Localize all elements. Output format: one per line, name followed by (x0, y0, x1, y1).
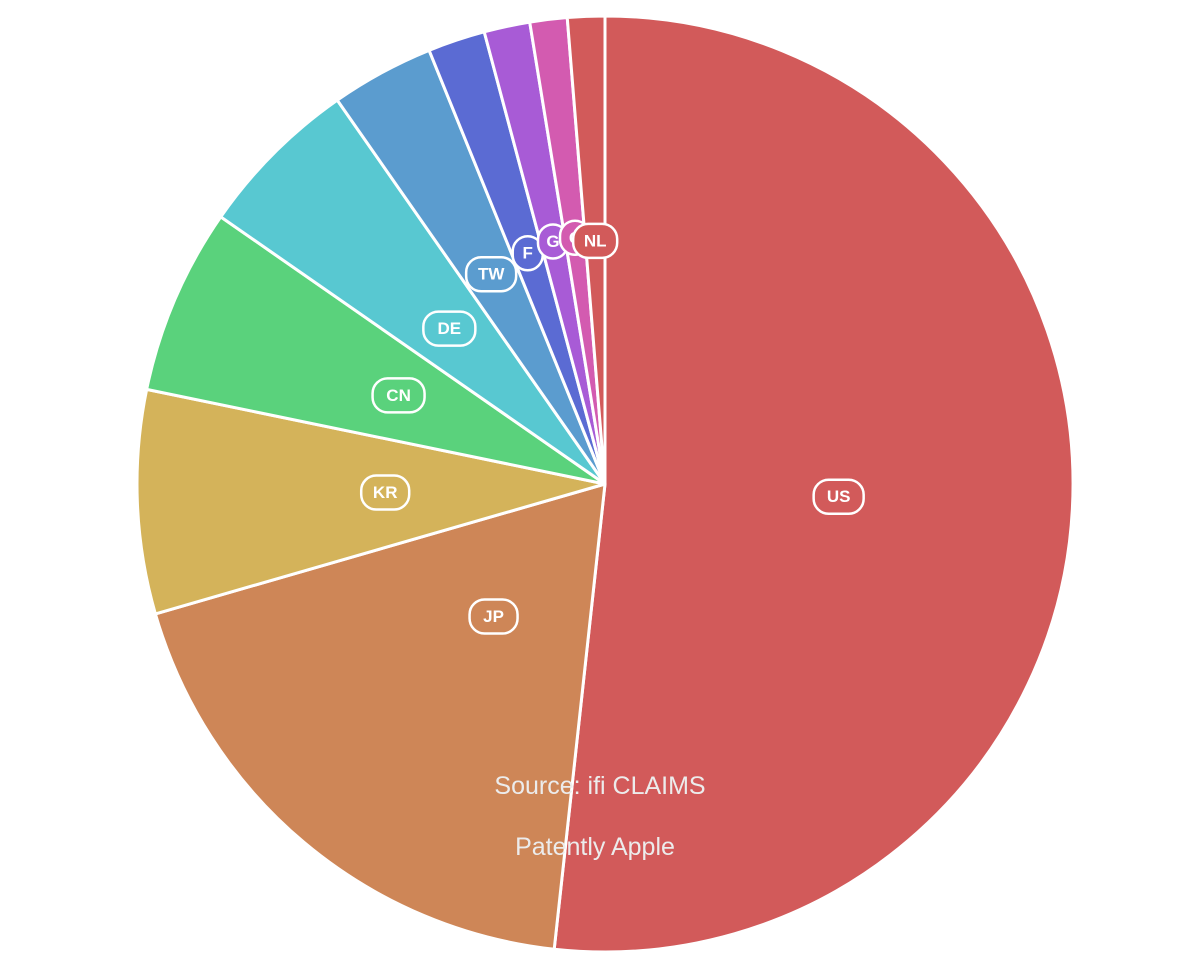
slice-label-pill (812, 478, 865, 515)
slice-label-pill (371, 377, 426, 414)
slice-label-pill (359, 474, 411, 511)
slice-label-de: DE (422, 310, 477, 347)
pie-slice-cn (145, 215, 607, 486)
slice-label-fr: F (511, 234, 544, 272)
slice-label-jp: JP (468, 598, 519, 635)
slice-label-nl: NL (571, 222, 619, 260)
slice-label-text: F (523, 244, 533, 263)
slice-label-pill (468, 598, 519, 635)
slice-label-pill (464, 255, 518, 293)
watermark-annotation: Patently Apple (515, 833, 675, 861)
pie-slice-us (552, 14, 1075, 954)
slice-label-cn: CN (371, 377, 426, 414)
slice-label-text: JP (483, 607, 504, 626)
slice-label-text: G (546, 232, 559, 251)
slice-label-us: US (812, 478, 865, 515)
slice-labels: USJPKRCNDETWFGCNL (359, 219, 865, 635)
slice-label-text: US (827, 487, 851, 506)
slice-label-text: CN (386, 386, 411, 405)
slice-label-kr: KR (359, 474, 411, 511)
slice-label-text: NL (584, 231, 607, 250)
pie-slice-de (219, 98, 607, 486)
slice-label-text: KR (373, 483, 398, 502)
slice-label-pill (571, 222, 619, 260)
source-annotation: Source: ifi CLAIMS (494, 772, 705, 800)
slice-label-tw: TW (464, 255, 518, 293)
pie-slices (135, 14, 1075, 954)
slice-label-text: TW (478, 265, 505, 284)
slice-label-text: DE (438, 319, 462, 338)
slice-label-pill (422, 310, 477, 347)
